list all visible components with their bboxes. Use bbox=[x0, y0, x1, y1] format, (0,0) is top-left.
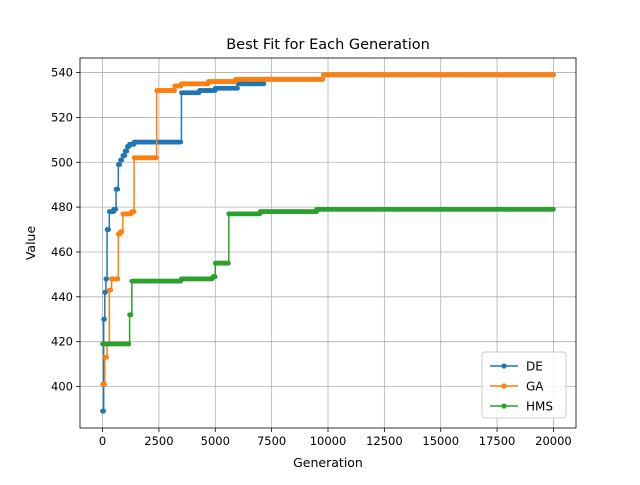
legend-label: GA bbox=[526, 380, 544, 394]
x-axis-label: Generation bbox=[293, 455, 363, 470]
data-point bbox=[106, 227, 112, 232]
data-point bbox=[225, 260, 231, 266]
data-point bbox=[131, 209, 137, 215]
series-markers bbox=[100, 72, 556, 387]
x-tick-label: 5000 bbox=[201, 434, 230, 448]
y-tick-label: 400 bbox=[51, 380, 73, 394]
data-point bbox=[104, 276, 109, 282]
series-layer bbox=[100, 72, 556, 414]
y-tick-label: 440 bbox=[51, 290, 73, 304]
data-point bbox=[235, 85, 240, 91]
y-tick-label: 460 bbox=[51, 245, 73, 259]
legend-marker bbox=[501, 403, 507, 409]
data-point bbox=[122, 153, 128, 158]
data-point bbox=[550, 72, 556, 78]
x-tick-label: 17500 bbox=[479, 434, 516, 448]
legend-label: DE bbox=[526, 360, 543, 374]
x-tick-label: 20000 bbox=[535, 434, 572, 448]
data-point bbox=[320, 76, 326, 82]
data-point bbox=[172, 88, 177, 93]
legend: DE GA HMS bbox=[481, 351, 567, 419]
data-point bbox=[113, 206, 119, 212]
x-tick-label: 2500 bbox=[144, 434, 173, 448]
data-point bbox=[126, 341, 132, 347]
legend-marker bbox=[501, 383, 507, 389]
chart-title: Best Fit for Each Generation bbox=[226, 37, 430, 53]
data-point bbox=[261, 81, 267, 87]
data-point bbox=[212, 274, 218, 280]
series-ga bbox=[100, 72, 556, 387]
y-tick-label: 500 bbox=[51, 155, 73, 169]
data-point bbox=[115, 186, 121, 192]
x-tick-label: 12500 bbox=[366, 434, 403, 448]
y-tick-label: 420 bbox=[51, 335, 73, 349]
data-point bbox=[119, 157, 125, 163]
legend-marker bbox=[501, 363, 507, 369]
data-point bbox=[103, 289, 108, 295]
legend-label: HMS bbox=[526, 400, 553, 414]
legend-item-de: DE bbox=[490, 360, 543, 374]
y-tick-label: 520 bbox=[51, 110, 73, 124]
x-tick-label: 0 bbox=[99, 434, 106, 448]
data-point bbox=[117, 162, 123, 167]
x-tick-label: 7500 bbox=[257, 434, 286, 448]
data-point bbox=[102, 316, 107, 322]
x-tick-label: 10000 bbox=[310, 434, 347, 448]
axis-ticks: 0 2500 5000 7500 10000 12500 15000 17500 20000 40… bbox=[51, 66, 572, 448]
data-point bbox=[550, 206, 556, 212]
y-tick-label: 480 bbox=[51, 200, 73, 214]
legend-item-hms: HMS bbox=[490, 400, 553, 414]
series-hms bbox=[100, 206, 556, 347]
x-tick-label: 15000 bbox=[422, 434, 459, 448]
data-point bbox=[101, 408, 106, 414]
data-point bbox=[128, 312, 134, 318]
data-point bbox=[178, 139, 184, 145]
y-axis-label: Value bbox=[23, 226, 38, 261]
data-point bbox=[153, 155, 159, 161]
data-point bbox=[102, 381, 107, 387]
data-point bbox=[124, 148, 130, 154]
y-tick-label: 540 bbox=[51, 66, 73, 80]
legend-box bbox=[481, 351, 567, 419]
data-point bbox=[104, 354, 109, 360]
data-point bbox=[108, 287, 114, 293]
data-point bbox=[115, 276, 121, 282]
legend-item-ga: GA bbox=[490, 380, 544, 394]
series-markers bbox=[100, 206, 556, 347]
data-point bbox=[119, 229, 125, 235]
